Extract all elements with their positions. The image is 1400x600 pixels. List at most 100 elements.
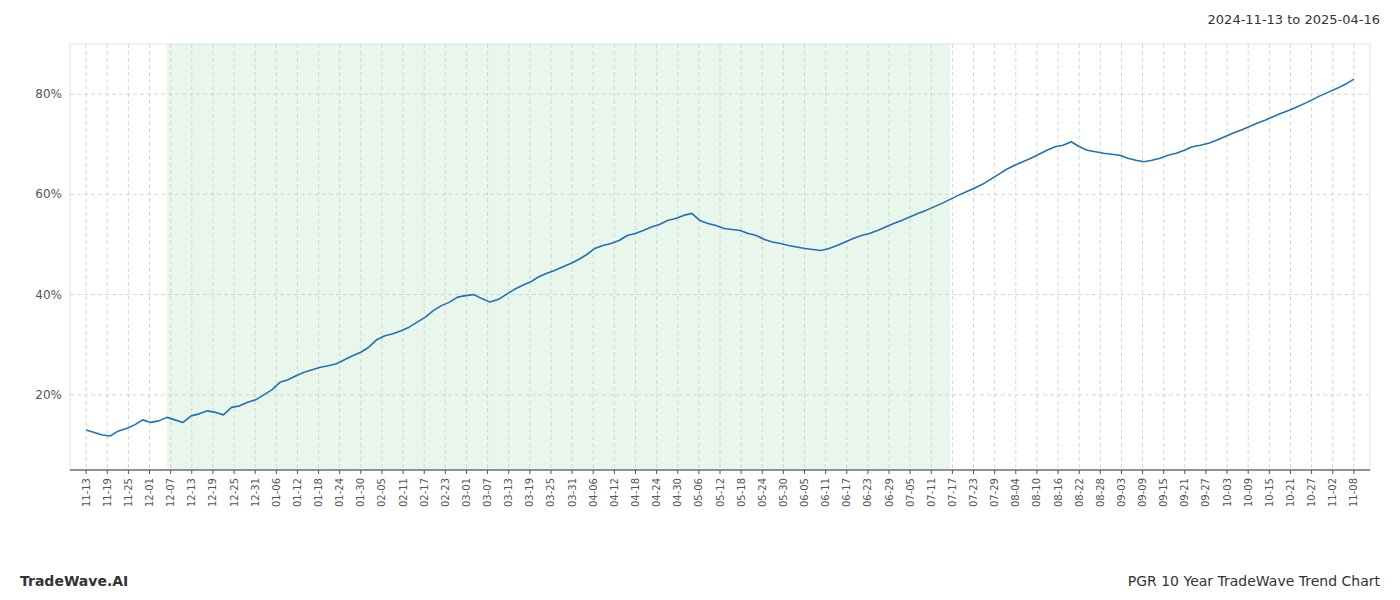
x-tick-label: 05-12 xyxy=(715,478,726,507)
x-grid-line xyxy=(170,44,171,470)
x-tick xyxy=(424,470,425,474)
x-tick xyxy=(403,470,404,474)
x-tick-label: 08-28 xyxy=(1095,478,1106,507)
x-tick-label: 04-24 xyxy=(651,478,662,507)
x-tick xyxy=(339,470,340,474)
x-tick-label: 07-11 xyxy=(926,478,937,507)
x-tick-label: 12-31 xyxy=(250,478,261,507)
x-tick xyxy=(1036,470,1037,474)
x-grid-line xyxy=(720,44,721,470)
x-tick-label: 03-31 xyxy=(567,478,578,507)
x-grid-line xyxy=(825,44,826,470)
x-grid-line xyxy=(1269,44,1270,470)
x-tick-label: 03-13 xyxy=(503,478,514,507)
x-tick xyxy=(677,470,678,474)
x-tick-label: 02-23 xyxy=(440,478,451,507)
x-grid-line xyxy=(889,44,890,470)
x-tick-label: 01-12 xyxy=(292,478,303,507)
x-tick xyxy=(487,470,488,474)
x-tick xyxy=(255,470,256,474)
x-tick-label: 05-24 xyxy=(757,478,768,507)
x-grid-line xyxy=(1248,44,1249,470)
x-grid-line xyxy=(1079,44,1080,470)
x-tick xyxy=(1079,470,1080,474)
x-tick-label: 07-23 xyxy=(968,478,979,507)
x-tick-label: 10-27 xyxy=(1306,478,1317,507)
x-tick xyxy=(1184,470,1185,474)
x-tick xyxy=(86,470,87,474)
x-tick xyxy=(762,470,763,474)
x-grid-line xyxy=(804,44,805,470)
x-grid-line xyxy=(635,44,636,470)
x-grid-line xyxy=(931,44,932,470)
x-tick xyxy=(973,470,974,474)
x-tick xyxy=(529,470,530,474)
x-tick-label: 02-11 xyxy=(398,478,409,507)
x-tick-label: 09-27 xyxy=(1200,478,1211,507)
x-tick-label: 10-03 xyxy=(1222,478,1233,507)
x-tick xyxy=(910,470,911,474)
chart-container: 11-1311-1911-2512-0112-0712-1312-1912-25… xyxy=(0,0,1400,600)
x-tick xyxy=(1332,470,1333,474)
x-tick xyxy=(1269,470,1270,474)
x-grid-line xyxy=(572,44,573,470)
y-tick-label: 80% xyxy=(35,87,62,101)
chart-svg: 11-1311-1911-2512-0112-0712-1312-1912-25… xyxy=(0,0,1400,600)
x-grid-line xyxy=(403,44,404,470)
x-grid-line xyxy=(297,44,298,470)
x-tick xyxy=(1121,470,1122,474)
x-tick xyxy=(614,470,615,474)
x-tick-label: 07-29 xyxy=(989,478,1000,507)
x-tick-label: 11-19 xyxy=(102,478,113,507)
x-tick xyxy=(191,470,192,474)
x-grid-line xyxy=(614,44,615,470)
x-tick-label: 09-09 xyxy=(1137,478,1148,507)
highlight-group xyxy=(167,44,950,470)
x-tick-label: 03-07 xyxy=(482,478,493,507)
x-grid-line xyxy=(191,44,192,470)
x-tick-label: 08-10 xyxy=(1031,478,1042,507)
x-tick xyxy=(1290,470,1291,474)
x-tick-label: 08-22 xyxy=(1074,478,1085,507)
x-tick xyxy=(825,470,826,474)
x-tick-label: 02-17 xyxy=(419,478,430,507)
x-tick-label: 04-18 xyxy=(630,478,641,507)
x-tick xyxy=(1353,470,1354,474)
x-grid-line xyxy=(276,44,277,470)
x-tick-label: 06-11 xyxy=(820,478,831,507)
x-tick-label: 12-19 xyxy=(207,478,218,507)
x-grid-line xyxy=(1036,44,1037,470)
x-tick-label: 09-21 xyxy=(1179,478,1190,507)
x-tick-label: 06-05 xyxy=(799,478,810,507)
x-grid-line xyxy=(994,44,995,470)
title: PGR 10 Year TradeWave Trend Chart xyxy=(1128,573,1381,589)
x-tick xyxy=(276,470,277,474)
x-grid-line xyxy=(1227,44,1228,470)
x-tick-label: 11-08 xyxy=(1348,478,1359,507)
x-tick-label: 07-05 xyxy=(905,478,916,507)
x-grid-line xyxy=(445,44,446,470)
x-grid-line xyxy=(593,44,594,470)
x-grid-line xyxy=(1163,44,1164,470)
x-tick-label: 11-13 xyxy=(81,478,92,507)
x-grid-line xyxy=(783,44,784,470)
x-tick xyxy=(846,470,847,474)
x-grid-line xyxy=(698,44,699,470)
x-tick-label: 10-21 xyxy=(1285,478,1296,507)
grid xyxy=(70,44,1370,470)
x-grid-line xyxy=(212,44,213,470)
x-tick-label: 07-17 xyxy=(947,478,958,507)
x-tick xyxy=(149,470,150,474)
x-tick-label: 01-06 xyxy=(271,478,282,507)
x-grid-line xyxy=(339,44,340,470)
x-tick-label: 09-15 xyxy=(1158,478,1169,507)
x-tick xyxy=(212,470,213,474)
x-tick xyxy=(297,470,298,474)
x-grid-line xyxy=(466,44,467,470)
x-tick-label: 03-19 xyxy=(524,478,535,507)
x-tick-label: 11-25 xyxy=(123,478,134,507)
y-tick-label: 20% xyxy=(35,388,62,402)
x-tick-label: 09-03 xyxy=(1116,478,1127,507)
x-grid-line xyxy=(255,44,256,470)
x-tick xyxy=(952,470,953,474)
